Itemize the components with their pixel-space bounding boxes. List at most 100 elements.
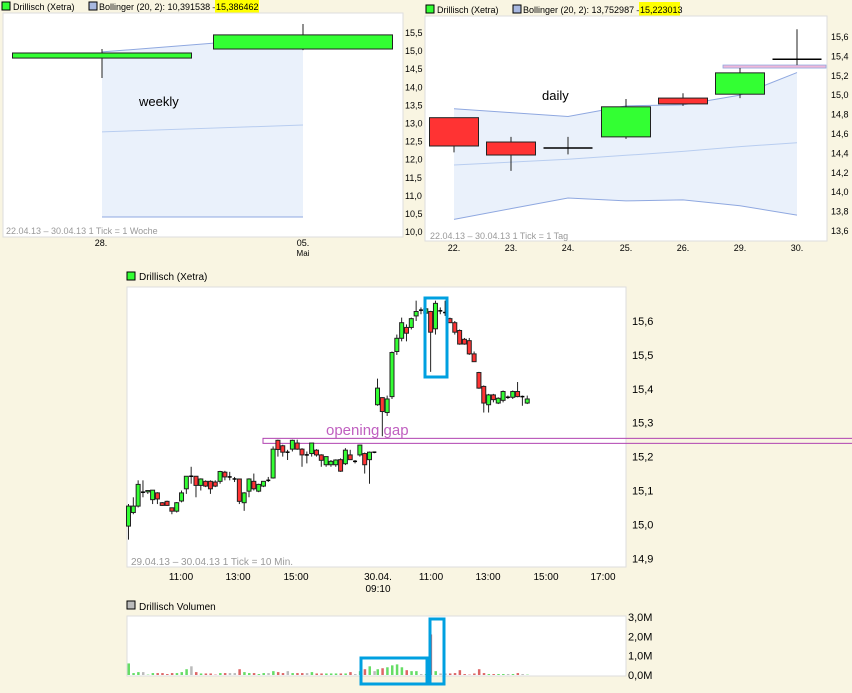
- intraday-candle: [222, 471, 228, 478]
- volume-bar: [204, 673, 208, 675]
- intraday-candle: [428, 311, 434, 333]
- daily-x-tick: 29.: [734, 243, 747, 253]
- daily-annotation: daily: [542, 88, 569, 103]
- intraday-candle: [447, 318, 453, 324]
- intraday-legend-series: Drillisch (Xetra): [139, 272, 207, 283]
- daily-y-tick: 14,0: [831, 187, 849, 197]
- daily-candle: [486, 141, 536, 156]
- intraday-candle: [323, 456, 329, 466]
- intraday-candle: [495, 397, 501, 404]
- volume-bar: [262, 673, 265, 675]
- volume-bar: [381, 668, 384, 675]
- intraday-candle: [126, 505, 131, 527]
- intraday-candle: [375, 387, 380, 406]
- volume-bar: [286, 671, 290, 675]
- weekly-y-tick: 11,0: [405, 191, 422, 201]
- volume-bar: [156, 673, 159, 675]
- intraday-candle: [256, 483, 262, 492]
- volume-bar: [516, 673, 520, 675]
- intraday-candle: [164, 500, 170, 506]
- volume-bar: [329, 673, 333, 675]
- volume-bar: [166, 674, 169, 675]
- weekly-y-tick: 14,0: [405, 82, 423, 92]
- volume-legend: Drillisch Volumen: [139, 602, 216, 613]
- volume-bar: [223, 673, 227, 675]
- intraday-candle: [328, 460, 334, 466]
- volume-chart: Drillisch Volumen 3,0M 2,0M 1,0M 0,0M: [126, 600, 652, 686]
- volume-bar: [521, 674, 524, 675]
- volume-bar: [248, 673, 251, 675]
- daily-y-tick: 14,2: [831, 168, 849, 178]
- volume-bar: [305, 673, 309, 675]
- intraday-x-tick: 15:00: [283, 572, 308, 583]
- intraday-candle: [236, 478, 242, 502]
- weekly-y-tick: 14,5: [405, 64, 423, 74]
- weekly-y-tick: 12,5: [405, 137, 423, 147]
- volume-bar: [315, 673, 318, 675]
- opening-gap-label: opening gap: [326, 422, 409, 439]
- intraday-candle: [466, 340, 472, 355]
- intraday-candle: [471, 353, 477, 363]
- intraday-candle: [399, 322, 405, 339]
- intraday-candle: [490, 394, 496, 401]
- volume-bar: [339, 673, 343, 675]
- weekly-bollinger-middle-line: [101, 124, 304, 133]
- volume-bar: [325, 673, 328, 675]
- intraday-candle: [367, 451, 372, 461]
- weekly-y-tick: 15,0: [405, 46, 423, 56]
- weekly-highlight: [215, 0, 259, 13]
- daily-y-tick: 15,6: [831, 32, 849, 42]
- volume-bar: [252, 673, 256, 675]
- intraday-candle: [169, 507, 175, 512]
- volume-bar: [363, 669, 367, 675]
- intraday-candle: [150, 489, 156, 501]
- intraday-candle: [457, 329, 463, 345]
- intraday-candle: [452, 322, 458, 333]
- daily-bollinger-band: [454, 72, 797, 220]
- volume-bar: [228, 673, 232, 675]
- intraday-candle: [130, 505, 136, 514]
- intraday-candle: [461, 338, 467, 345]
- volume-bar: [349, 672, 352, 675]
- volume-bar: [487, 674, 491, 675]
- intraday-chart: Drillisch (Xetra) 15,6 15,5 15,4 15,3 15,2 15…: [126, 271, 852, 595]
- daily-candle: [715, 72, 765, 95]
- intraday-candle: [524, 398, 530, 404]
- volume-bar: [267, 673, 270, 675]
- weekly-y-tick: 13,0: [405, 119, 423, 129]
- intraday-x-tick: 11:00: [169, 572, 194, 583]
- intraday-x-tick: 17:00: [590, 572, 615, 583]
- volume-bar: [137, 672, 140, 675]
- intraday-candle: [403, 326, 409, 334]
- daily-y-tick: 15,4: [831, 51, 849, 61]
- volume-bar: [291, 673, 294, 675]
- intraday-candle: [183, 475, 189, 490]
- intraday-candle: [179, 492, 185, 502]
- volume-bar: [281, 673, 285, 675]
- series-swatch-icon: [425, 4, 435, 14]
- weekly-legend-series: Drillisch (Xetra): [13, 2, 75, 12]
- intraday-candle: [500, 391, 506, 401]
- intraday-y-tick: 15,5: [632, 350, 653, 362]
- volume-bar: [209, 673, 212, 675]
- volume-bar: [320, 673, 323, 675]
- intraday-y-tick: 15,1: [632, 486, 653, 498]
- intraday-x-tick: 11:00: [419, 572, 444, 583]
- daily-candle: [601, 106, 651, 138]
- intraday-candle: [476, 372, 482, 389]
- volume-y-tick: 3,0M: [628, 612, 652, 624]
- volume-bar: [373, 671, 376, 675]
- intraday-candle: [515, 391, 521, 398]
- intraday-candle: [318, 454, 324, 461]
- volume-bar: [301, 673, 304, 675]
- volume-bar: [390, 665, 394, 675]
- daily-x-tick: 26.: [677, 243, 690, 253]
- daily-y-tick: 14,6: [831, 129, 849, 139]
- weekly-y-tick: 12,0: [405, 155, 423, 165]
- intraday-candle: [357, 444, 363, 456]
- daily-x-tick: 23.: [505, 243, 518, 253]
- volume-bar: [482, 673, 486, 675]
- intraday-x-tick: 13:00: [475, 572, 500, 583]
- weekly-x-tick: 05.: [297, 238, 310, 248]
